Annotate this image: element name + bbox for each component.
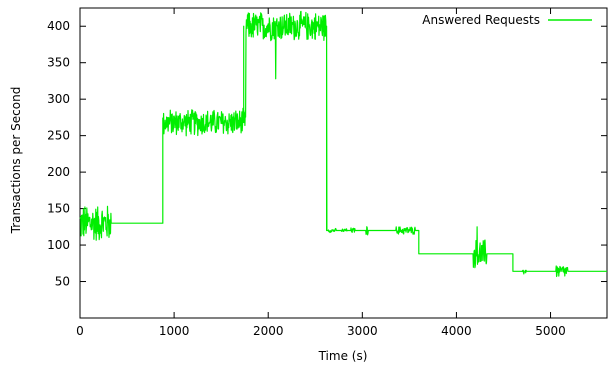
x-tick-label: 3000 <box>347 324 378 338</box>
x-tick-label: 1000 <box>159 324 190 338</box>
y-tick-label: 100 <box>47 238 70 252</box>
y-tick-label: 400 <box>47 19 70 33</box>
y-tick-label: 250 <box>47 129 70 143</box>
x-tick-label: 5000 <box>535 324 566 338</box>
x-tick-label: 4000 <box>441 324 472 338</box>
y-tick-label: 300 <box>47 92 70 106</box>
y-axis-label: Transactions per Second <box>9 87 23 235</box>
plot-frame <box>79 7 608 319</box>
x-tick-label: 2000 <box>253 324 284 338</box>
series-line-answered-requests <box>79 10 608 278</box>
legend-label: Answered Requests <box>422 13 540 27</box>
y-tick-label: 50 <box>55 275 70 289</box>
x-axis-label: Time (s) <box>318 349 368 363</box>
y-tick-label: 200 <box>47 165 70 179</box>
x-tick-label: 0 <box>76 324 84 338</box>
y-tick-label: 350 <box>47 56 70 70</box>
legend: Answered Requests <box>422 13 592 27</box>
data-layer <box>79 10 608 278</box>
y-tick-label: 150 <box>47 202 70 216</box>
